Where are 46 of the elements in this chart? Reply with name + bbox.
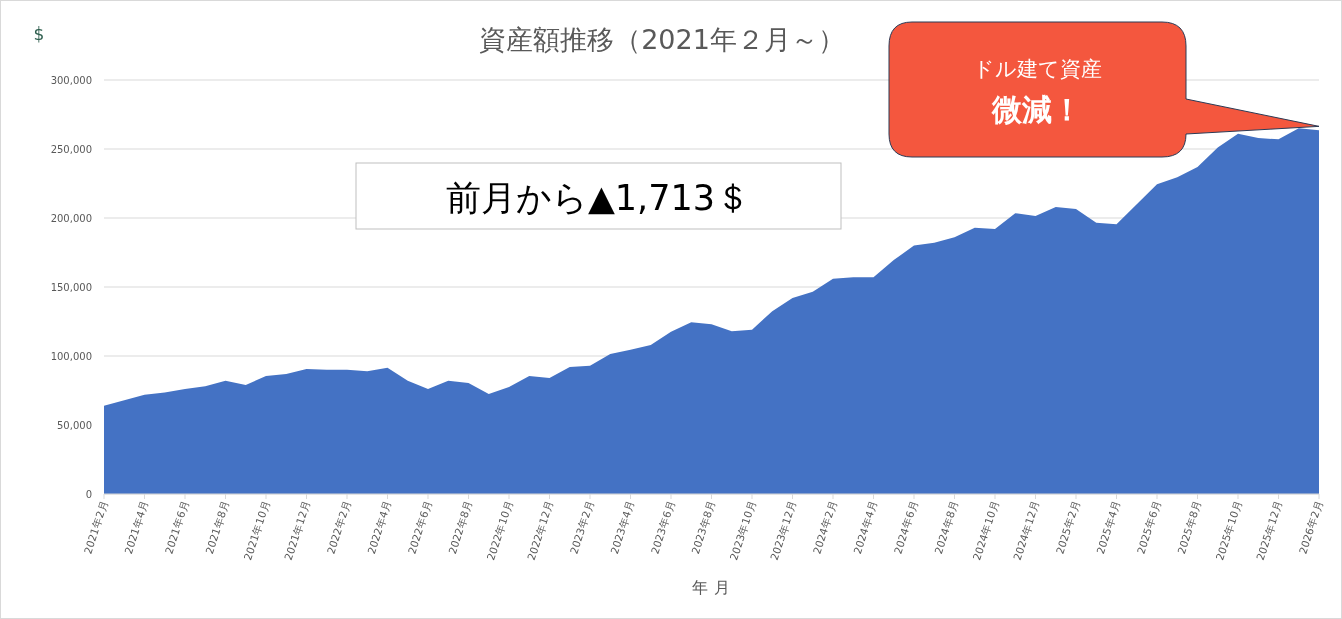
y-tick-label: 150,000 bbox=[50, 282, 92, 293]
chart-title: 資産額推移（2021年２月～） bbox=[479, 24, 845, 55]
x-tick-label: 2022年4月 bbox=[364, 498, 394, 556]
annotation: ドル建て資産 bbox=[972, 57, 1102, 81]
x-tick-label: 2023年10月 bbox=[727, 498, 758, 562]
x-tick-label: 2025年8月 bbox=[1174, 498, 1204, 556]
note-box: 前月から▲1,713＄ bbox=[355, 162, 842, 230]
annotation: 微減！ bbox=[991, 92, 1082, 127]
x-tick-label: 2021年12月 bbox=[281, 498, 313, 562]
x-tick-label: 2021年2月 bbox=[81, 498, 110, 556]
x-tick-label: 2022年6月 bbox=[405, 498, 434, 556]
x-tick-label: 2022年10月 bbox=[484, 498, 515, 562]
y-tick-label: 300,000 bbox=[50, 75, 92, 86]
x-tick-label: 2021年4月 bbox=[121, 498, 151, 556]
x-tick-label: 2023年4月 bbox=[607, 498, 637, 556]
x-axis-title: 年 月 bbox=[692, 578, 730, 597]
x-tick-label: 2024年12月 bbox=[1010, 498, 1042, 562]
x-tick-label: 2023年2月 bbox=[567, 498, 596, 556]
y-tick-label: 100,000 bbox=[50, 351, 92, 362]
x-tick-label: 2025年6月 bbox=[1134, 498, 1163, 556]
x-tick-label: 2022年8月 bbox=[445, 498, 475, 556]
y-tick-label: 250,000 bbox=[50, 144, 92, 155]
x-tick-label: 2023年12月 bbox=[767, 498, 799, 562]
y-tick-label: 200,000 bbox=[50, 213, 92, 224]
x-tick-label: 2021年8月 bbox=[202, 498, 232, 556]
annotation: 前月から▲1,713＄ bbox=[445, 178, 751, 218]
x-tick-label: 2023年8月 bbox=[688, 498, 718, 556]
x-tick-label: 2022年12月 bbox=[524, 498, 556, 562]
x-tick-label: 2026年2月 bbox=[1296, 498, 1325, 556]
x-tick-label: 2021年6月 bbox=[162, 498, 191, 556]
x-tick-label: 2024年2月 bbox=[810, 498, 839, 556]
x-tick-label: 2024年4月 bbox=[850, 498, 880, 556]
y-tick-label: 0 bbox=[85, 489, 92, 500]
x-tick-label: 2025年2月 bbox=[1053, 498, 1082, 556]
callout: ドル建て資産 微減！ bbox=[888, 21, 1320, 158]
x-tick-label: 2024年8月 bbox=[931, 498, 961, 556]
x-tick-label: 2024年10月 bbox=[970, 498, 1001, 562]
y-tick-label: 50,000 bbox=[57, 420, 92, 431]
x-tick-label: 2021年10月 bbox=[241, 498, 272, 562]
x-tick-label: 2023年6月 bbox=[648, 498, 677, 556]
x-tick-label: 2025年10月 bbox=[1213, 498, 1244, 562]
x-tick-label: 2025年12月 bbox=[1253, 498, 1285, 562]
x-tick-label: 2025年4月 bbox=[1093, 498, 1123, 556]
x-tick-label: 2022年2月 bbox=[324, 498, 353, 556]
y-axis-title: $ bbox=[33, 24, 45, 44]
x-tick-label: 2024年6月 bbox=[891, 498, 920, 556]
